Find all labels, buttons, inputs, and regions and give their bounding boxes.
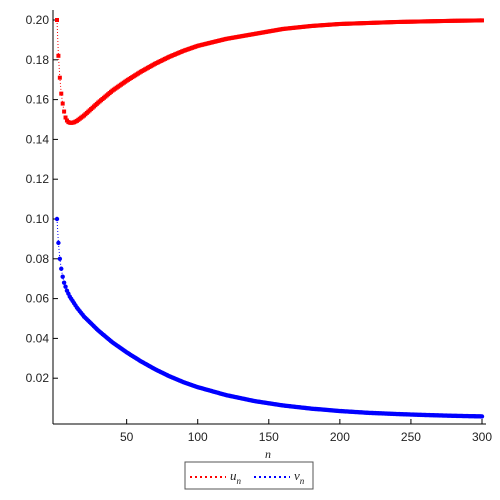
x-tick-label: 100: [188, 430, 208, 444]
data-point-v: [63, 284, 68, 289]
y-tick-label: 0.12: [26, 172, 50, 186]
y-tick-label: 0.20: [26, 13, 50, 27]
data-point-u: [62, 109, 67, 114]
y-tick-label: 0.08: [26, 252, 50, 266]
series-v-line: [56, 218, 483, 417]
data-point-u: [63, 115, 68, 120]
x-tick-label: 300: [472, 430, 492, 444]
data-point-v: [57, 256, 63, 261]
data-point-u: [56, 53, 61, 58]
y-tick-label: 0.18: [26, 53, 50, 67]
y-tick-label: 0.06: [26, 292, 50, 306]
y-tick-label: 0.14: [26, 132, 50, 146]
series-u: [55, 18, 484, 125]
legend-v-name: v: [294, 468, 300, 483]
series-v: [54, 216, 485, 419]
data-point-v: [59, 266, 64, 271]
data-point-u: [57, 75, 62, 80]
data-point-v: [61, 280, 67, 285]
legend-v-subscript: n: [300, 476, 305, 486]
y-tick-label: 0.04: [26, 331, 50, 345]
x-tick-label: 50: [120, 430, 134, 444]
legend-label-v: vn: [294, 468, 305, 486]
y-tick-label: 0.16: [26, 93, 50, 107]
legend-u-subscript: n: [237, 476, 242, 486]
data-point-v: [60, 274, 65, 279]
x-tick-label: 200: [330, 430, 350, 444]
series-u-line: [56, 19, 483, 124]
y-tick-label: 0.02: [26, 371, 50, 385]
data-point-v: [479, 414, 485, 419]
legend: un vn: [184, 461, 314, 490]
x-axis-ticks: 50 100 150 200 250 300: [120, 419, 492, 444]
series-layer: [54, 18, 485, 419]
data-point-v: [54, 216, 60, 222]
data-point-u: [60, 101, 65, 106]
y-tick-label: 0.10: [26, 212, 50, 226]
y-axis-ticks: 0.02 0.04 0.06 0.08 0.10 0.12 0.14 0.16 0.18 0.20: [26, 13, 58, 385]
legend-box: [184, 461, 314, 490]
legend-label-u: un: [230, 468, 242, 486]
x-axis-title: n: [265, 447, 271, 461]
x-tick-label: 150: [259, 430, 279, 444]
data-point-u: [480, 18, 484, 23]
data-point-u: [59, 91, 64, 96]
legend-u-name: u: [230, 468, 237, 483]
data-point-u: [55, 18, 59, 22]
axes: [52, 10, 486, 425]
x-tick-label: 250: [401, 430, 421, 444]
data-point-v: [56, 240, 61, 246]
